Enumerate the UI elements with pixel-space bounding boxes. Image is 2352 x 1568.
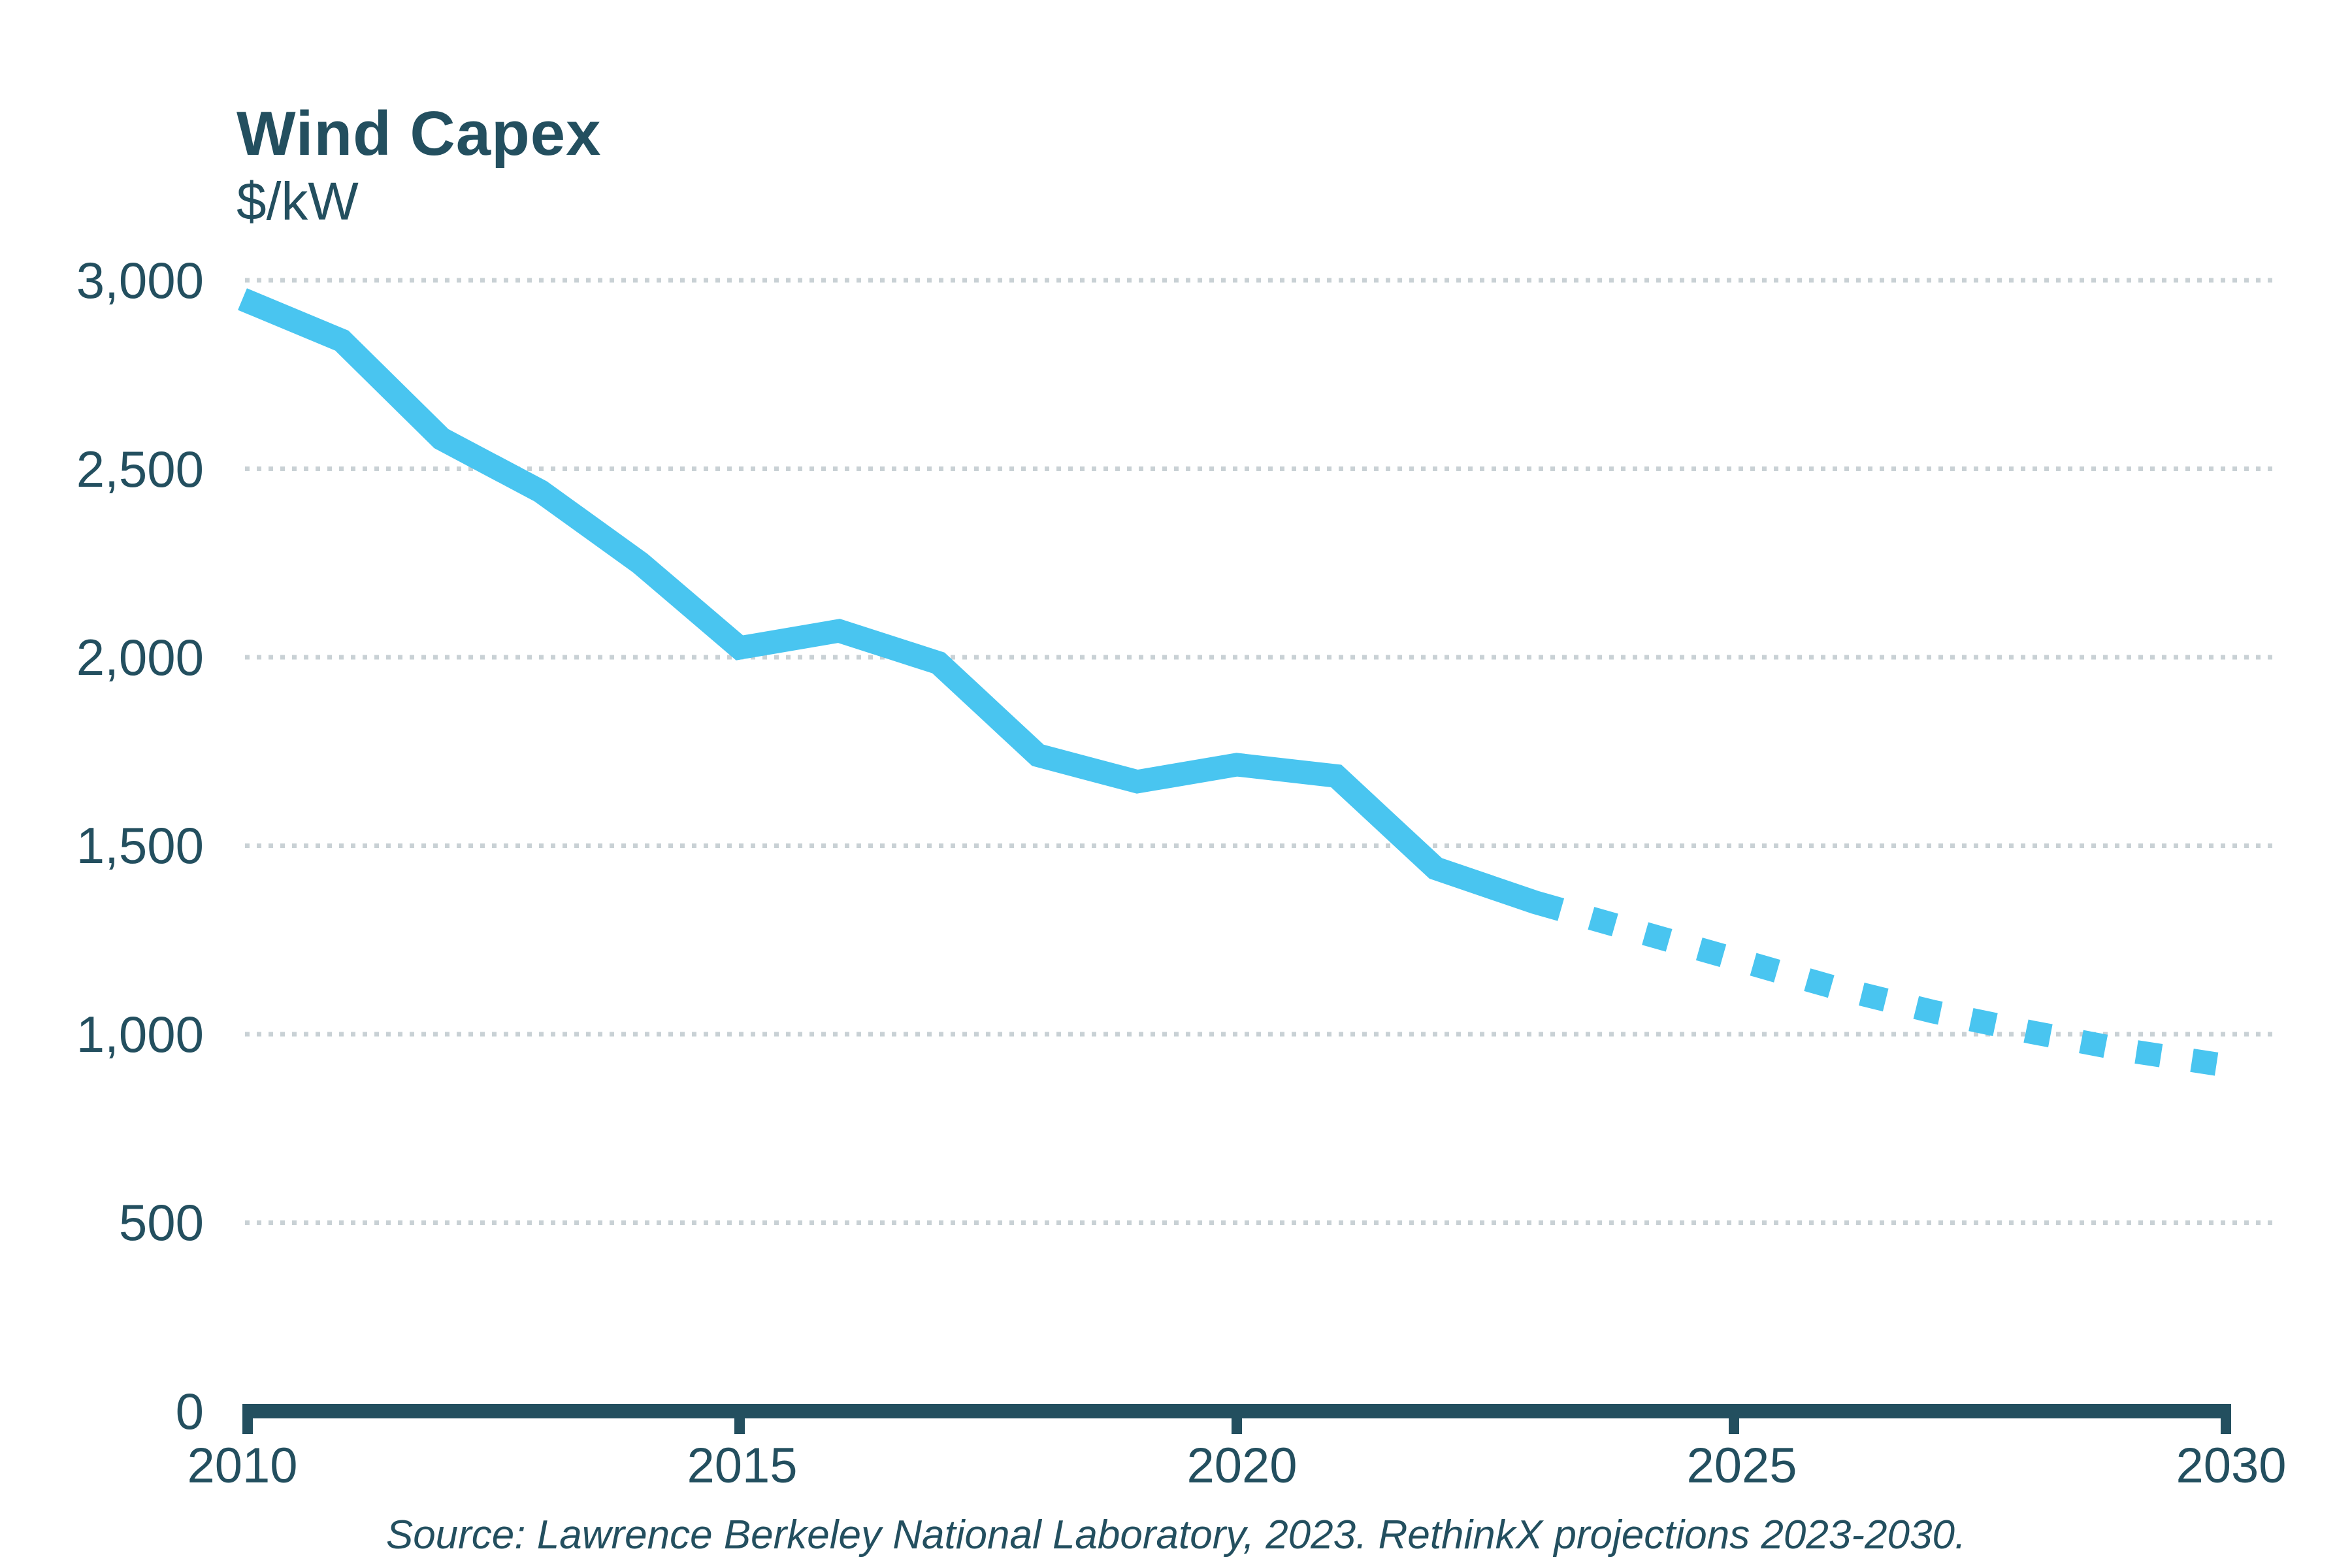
chart-unit-label: $/kW — [237, 172, 359, 231]
y-tick-label-0: 0 — [175, 1382, 204, 1440]
series-historical-line — [238, 288, 1565, 921]
y-tick-label-3000: 3,000 — [76, 252, 204, 309]
x-tick-label-2025: 2025 — [1686, 1438, 1797, 1494]
x-tick-label-2020: 2020 — [1186, 1438, 1298, 1494]
x-tick-label-2030: 2030 — [2176, 1438, 2287, 1494]
y-tick-label-1000: 1,000 — [76, 1005, 204, 1063]
y-tick-label-2000: 2,000 — [76, 629, 204, 686]
x-axis-tick-2020 — [1232, 1404, 1242, 1434]
y-tick-label-1500: 1,500 — [76, 817, 204, 874]
source-note: Source: Lawrence Berkeley National Labor… — [385, 1512, 1967, 1558]
chart-title: Wind Capex — [237, 99, 602, 169]
x-axis-tick-2015 — [734, 1404, 745, 1434]
series-projection-dotted-line — [1558, 898, 2233, 1078]
x-axis-tick-2025 — [1729, 1404, 1739, 1434]
x-tick-label-2015: 2015 — [687, 1438, 798, 1494]
x-axis-tick-2010 — [242, 1404, 253, 1434]
x-tick-label-2010: 2010 — [187, 1438, 298, 1494]
y-tick-label-500: 500 — [118, 1194, 204, 1251]
y-tick-label-2500: 2,500 — [76, 440, 204, 498]
x-axis-tick-2030 — [2221, 1404, 2231, 1434]
